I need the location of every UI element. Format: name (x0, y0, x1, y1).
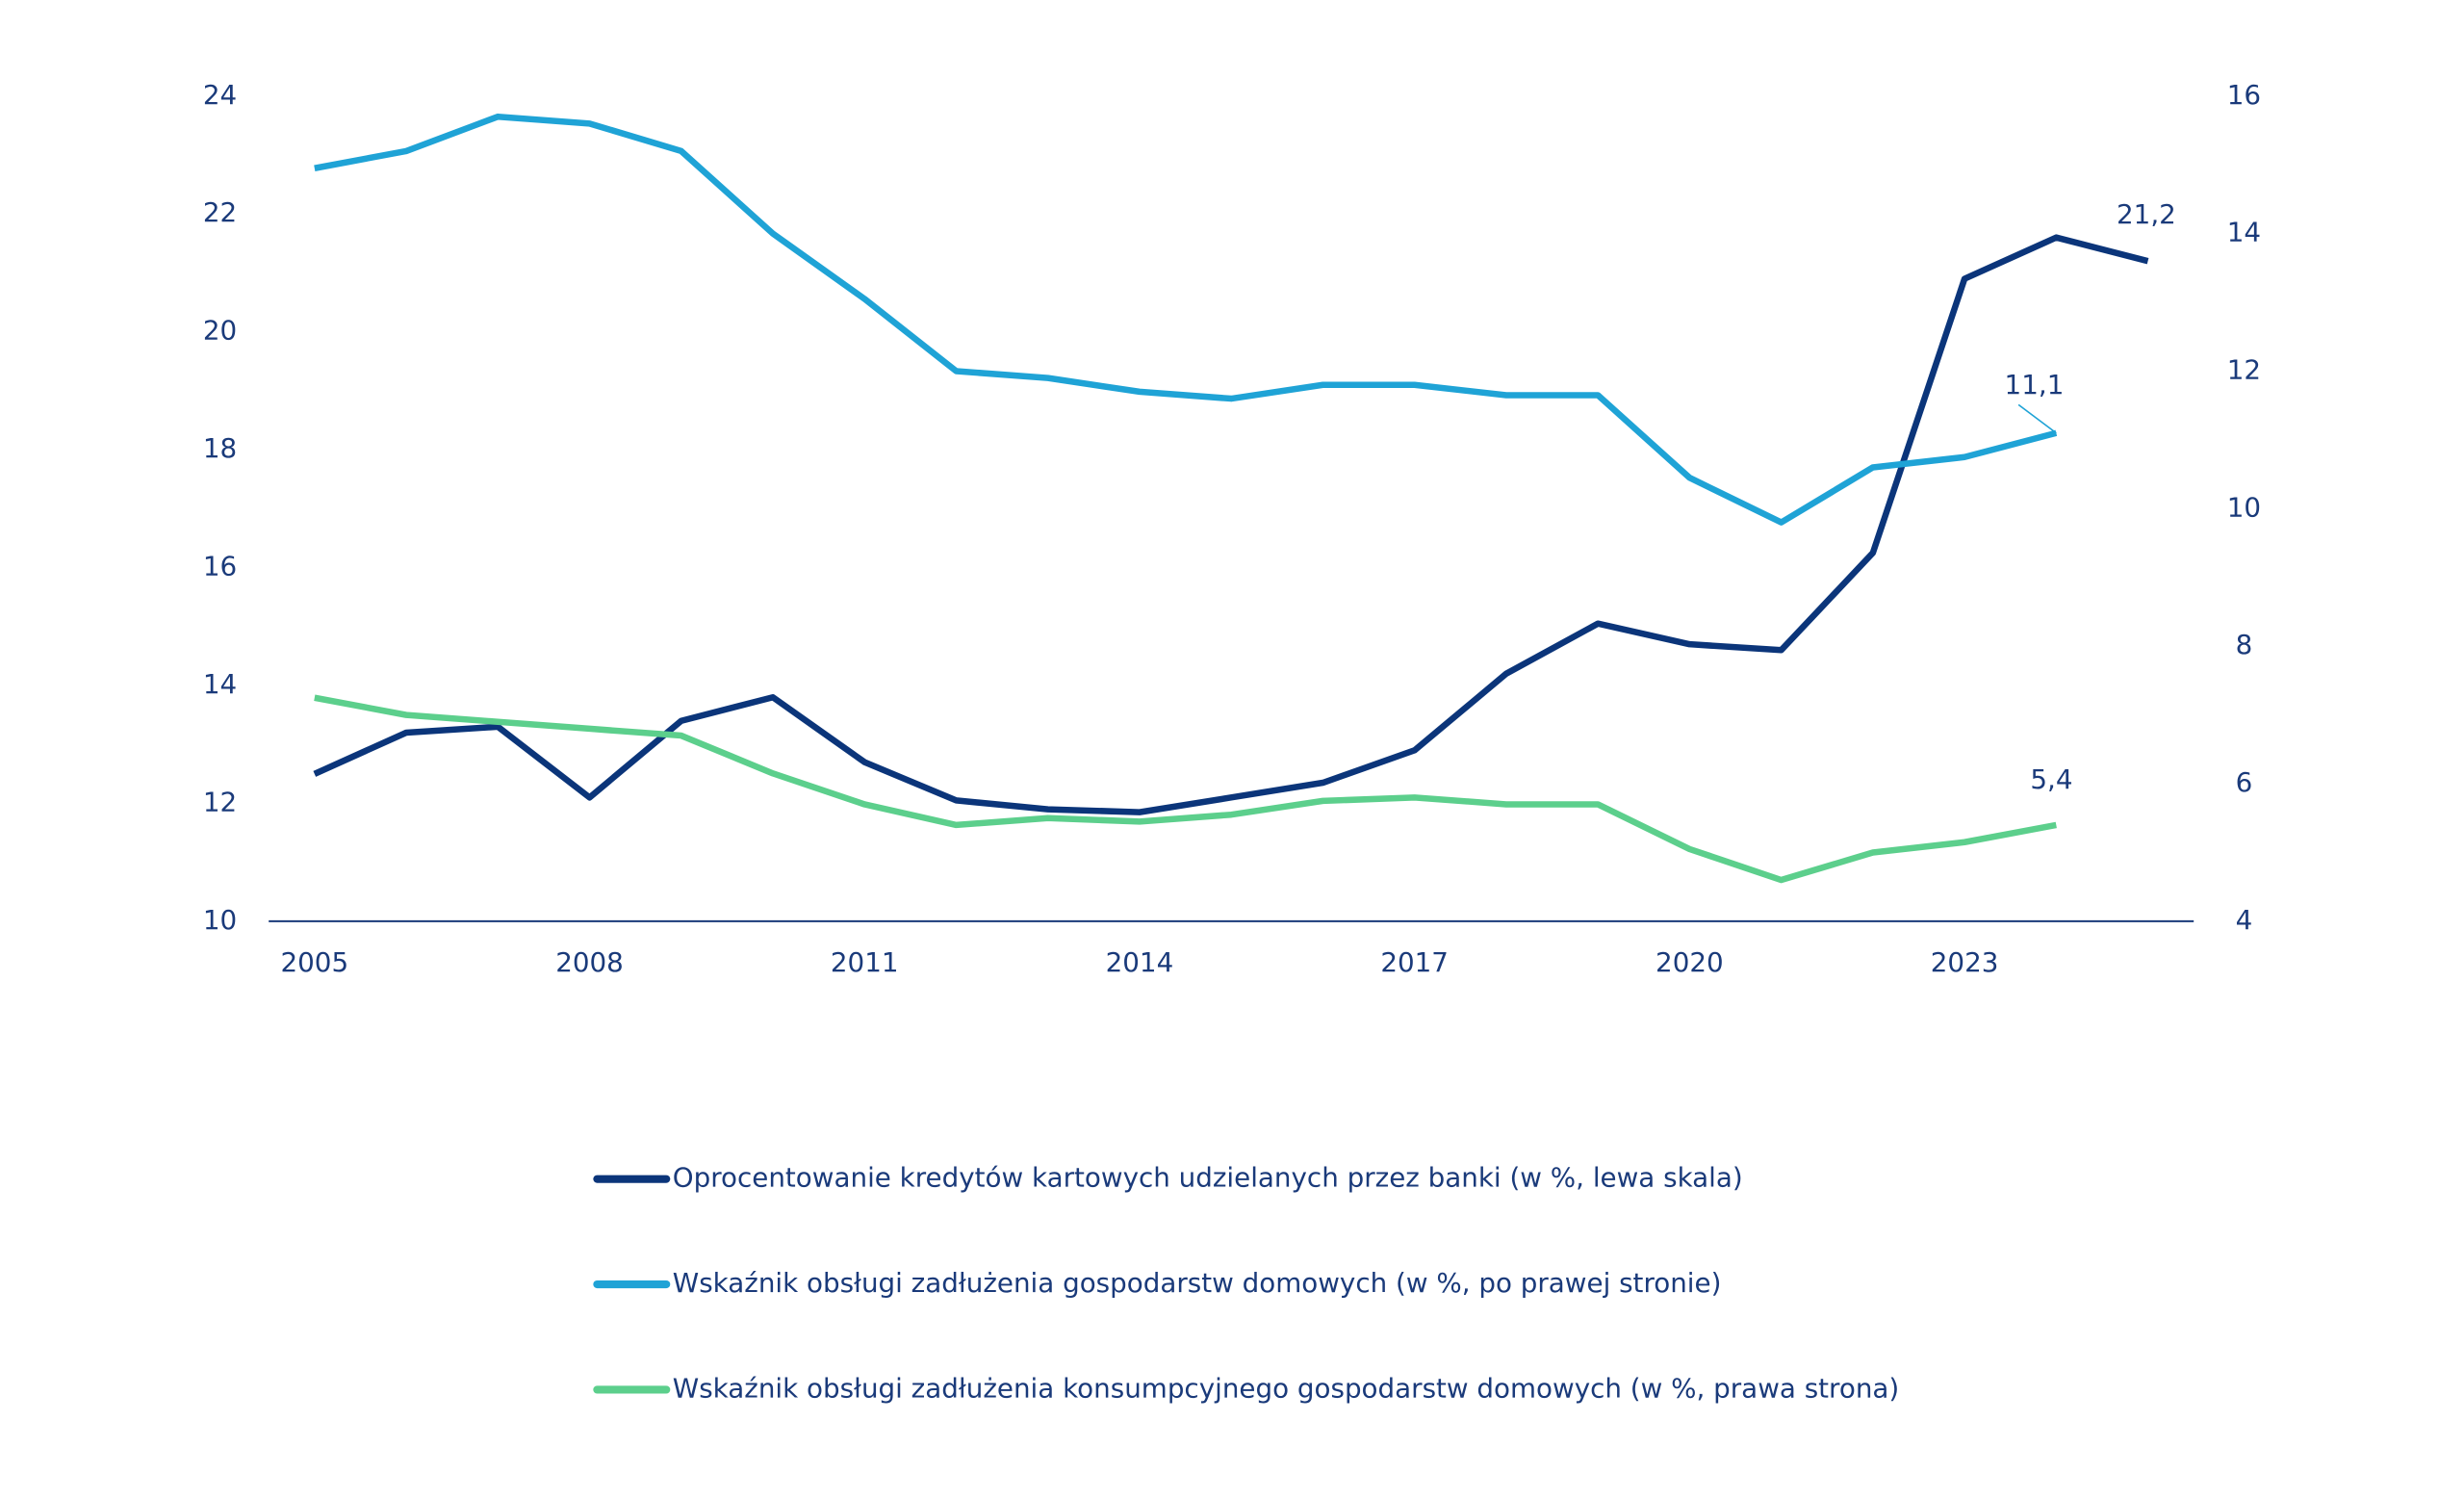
y-tick-label: 16 (203, 551, 237, 582)
y2-tick-label: 8 (2236, 629, 2253, 660)
y2-tick-label: 16 (2227, 79, 2261, 111)
value-label: 5,4 (2030, 763, 2072, 795)
series-line (313, 234, 2149, 815)
y-tick-label: 10 (203, 904, 237, 936)
value-label: 11,1 (2005, 369, 2065, 401)
series-line (314, 694, 2057, 884)
y-tick-label: 12 (203, 786, 237, 817)
x-tick-label: 2014 (1106, 946, 1174, 978)
y-tick-label: 18 (203, 432, 237, 464)
y-tick-label: 24 (203, 79, 237, 111)
y-tick-label: 20 (203, 315, 237, 347)
y2-tick-label: 12 (2227, 353, 2261, 385)
y2-tick-label: 14 (2227, 217, 2261, 248)
x-tick-label: 2005 (280, 946, 348, 978)
y2-tick-label: 4 (2236, 904, 2253, 936)
label-leader (2017, 403, 2057, 434)
x-tick-label: 2017 (1380, 946, 1449, 978)
y2-tick-label: 6 (2236, 766, 2253, 798)
x-tick-label: 2008 (555, 946, 624, 978)
x-tick-label: 2011 (831, 946, 899, 978)
y-tick-label: 22 (203, 196, 237, 228)
value-label: 21,2 (2117, 198, 2176, 230)
x-tick-label: 2023 (1931, 946, 1999, 978)
series-line (314, 113, 2058, 526)
x-tick-label: 2020 (1656, 946, 1724, 978)
legend-label: Oprocentowanie kredytów kartowych udziel… (673, 1162, 1743, 1194)
y-tick-label: 14 (203, 668, 237, 700)
legend-label: Wskaźnik obsługi zadłużenia gospodarstw … (673, 1267, 1722, 1299)
y2-tick-label: 10 (2227, 491, 2261, 523)
legend-label: Wskaźnik obsługi zadłużenia konsumpcyjne… (673, 1372, 1899, 1404)
